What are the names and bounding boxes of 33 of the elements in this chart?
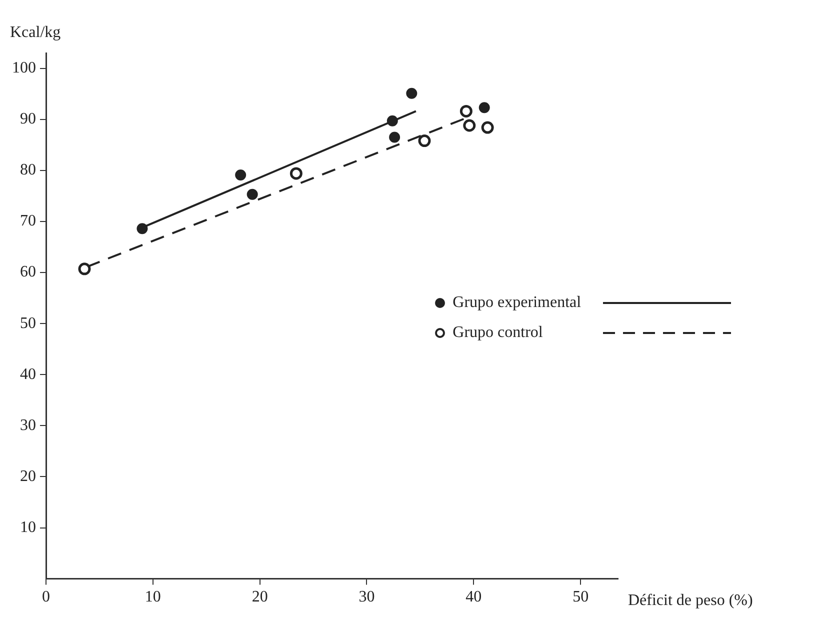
y-tick-label: 90: [20, 110, 36, 128]
y-tick-label: 20: [20, 468, 36, 485]
point: [481, 121, 494, 134]
point: [246, 188, 258, 200]
legend-label: Grupo experimental: [452, 294, 582, 312]
x-tick-label: 20: [252, 588, 268, 606]
x-tick-label: 40: [466, 588, 482, 606]
point: [389, 132, 400, 143]
x-tick-label: 10: [144, 588, 161, 606]
point: [478, 102, 490, 114]
legend-label: Grupo control: [452, 324, 544, 342]
point: [235, 170, 246, 181]
x-tick-label: 0: [42, 588, 50, 606]
y-tick-label: 60: [20, 264, 36, 281]
x-tick-label: 50: [572, 588, 589, 606]
y-tick-label: 70: [20, 212, 36, 230]
point: [78, 262, 91, 276]
point: [136, 223, 148, 234]
y-axis-title: Kcal/kg: [10, 24, 61, 42]
y-tick-label: 50: [20, 314, 36, 332]
point: [463, 119, 476, 132]
y-tick-label: 30: [20, 416, 36, 434]
y-tick-label: 10: [20, 518, 36, 536]
point: [406, 88, 418, 99]
y-tick-label: 80: [20, 162, 36, 179]
point: [460, 104, 472, 118]
x-tick-label: 30: [358, 588, 375, 606]
point: [290, 167, 302, 180]
x-axis-title: Déficit de peso (%): [628, 592, 753, 610]
point: [418, 134, 431, 148]
y-tick-label: 100: [12, 60, 36, 77]
y-tick-label: 40: [20, 366, 36, 383]
point: [386, 115, 398, 126]
